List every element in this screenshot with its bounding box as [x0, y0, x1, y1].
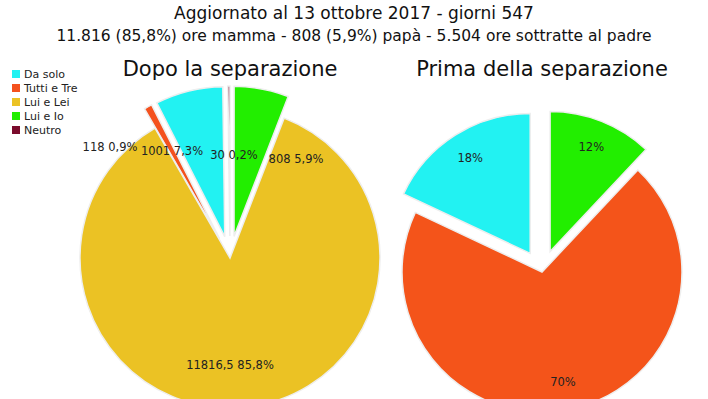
legend-item: Da solo	[12, 68, 65, 81]
legend-label: Tutti e Tre	[23, 82, 78, 95]
legend-label: Lui e Lei	[24, 96, 69, 109]
pie-title: Prima della separazione	[416, 57, 668, 81]
data-label: 808 5,9%	[269, 152, 324, 166]
pie	[80, 86, 380, 399]
title: Aggiornato al 13 ottobre 2017 - giorni 5…	[174, 3, 534, 23]
data-label: 1001 7,3%	[141, 144, 203, 158]
legend-swatch	[12, 126, 20, 134]
legend-swatch	[12, 84, 20, 92]
pie	[402, 112, 682, 399]
pie-slice	[402, 170, 682, 399]
subtitle: 11.816 (85,8%) ore mamma - 808 (5,9%) pa…	[56, 27, 651, 45]
chart-root: Aggiornato al 13 ottobre 2017 - giorni 5…	[0, 0, 708, 399]
legend-item: Lui e Lei	[12, 96, 69, 109]
legend-item: Neutro	[12, 124, 62, 137]
legend-swatch	[12, 112, 20, 120]
legend-label: Da solo	[24, 68, 65, 81]
data-label: 118 0,9%	[83, 140, 138, 154]
legend-swatch	[12, 98, 20, 106]
legend: Da soloTutti e TreLui e LeiLui e IoNeutr…	[12, 68, 78, 137]
legend-swatch	[12, 70, 20, 78]
legend-item: Lui e Io	[12, 110, 64, 123]
data-label: 11816,5 85,8%	[186, 358, 274, 372]
legend-label: Neutro	[24, 124, 62, 137]
data-label: 30 0,2%	[210, 148, 258, 162]
data-label: 70%	[550, 375, 576, 389]
data-label: 18%	[457, 151, 483, 165]
legend-item: Tutti e Tre	[12, 82, 78, 95]
pie-title: Dopo la separazione	[123, 57, 338, 81]
legend-label: Lui e Io	[24, 110, 64, 123]
pie-slice	[80, 118, 380, 399]
data-label: 12%	[579, 140, 605, 154]
